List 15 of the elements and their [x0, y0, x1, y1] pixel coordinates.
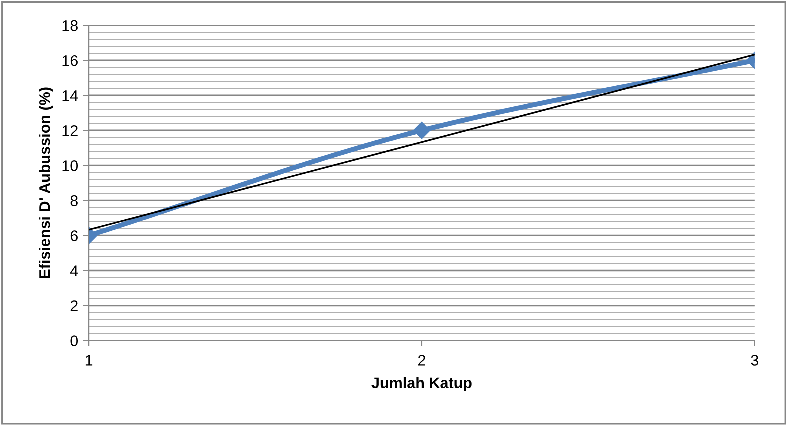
x-tick-label: 1	[86, 355, 93, 366]
y-tick-label: 10	[62, 160, 78, 172]
y-tick-label: 16	[62, 55, 78, 66]
y-axis-title: Efisiensi D' Aubussion (%)	[39, 88, 54, 278]
y-tick-label: 2	[70, 300, 78, 312]
x-tick-label: 3	[751, 355, 758, 366]
x-axis-title: Jumlah Katup	[372, 377, 472, 392]
y-tick-label: 14	[62, 90, 78, 102]
y-tick-label: 12	[62, 126, 78, 136]
y-tick-label: 4	[70, 266, 78, 276]
y-tick-label: 6	[70, 230, 78, 242]
y-tick-label: 8	[70, 196, 78, 206]
x-tick-label: 2	[418, 355, 426, 366]
y-tick-label: 0	[70, 336, 78, 346]
y-tick-label: 18	[62, 20, 78, 32]
